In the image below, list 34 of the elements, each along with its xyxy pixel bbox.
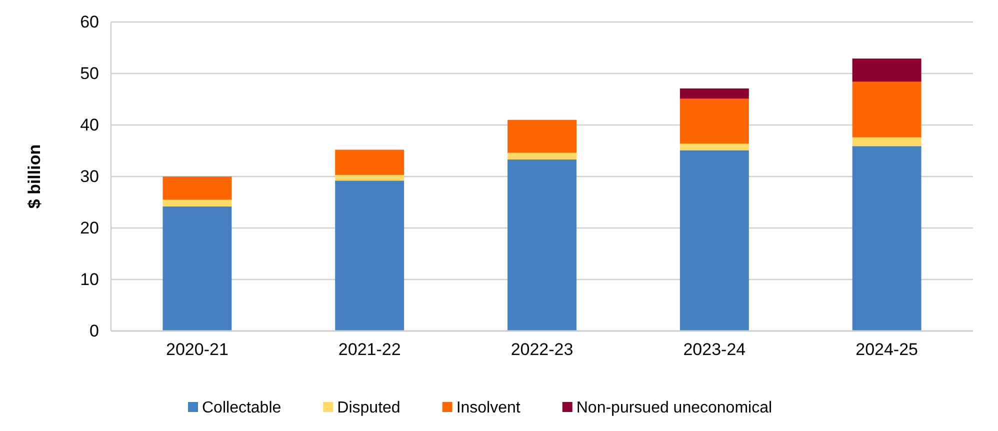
bar [162, 206, 232, 331]
y-tick-label: 20 [80, 218, 99, 238]
x-tick-label: 2024-25 [856, 340, 918, 360]
y-tick-label: 0 [90, 321, 99, 340]
x-tick-label: 2021-22 [338, 340, 401, 360]
bar [335, 150, 404, 175]
y-tick-label: 40 [80, 115, 99, 134]
bar [508, 120, 576, 153]
bar [162, 176, 232, 200]
bar [162, 200, 232, 206]
bar [680, 98, 749, 144]
bar [335, 180, 404, 331]
x-tick-label: 2020-21 [166, 340, 228, 360]
bar [852, 58, 922, 82]
bar [852, 137, 922, 146]
y-axis-title: $ billion [25, 144, 44, 209]
y-tick-label: 30 [80, 166, 99, 186]
bar [335, 174, 404, 181]
x-tick-label: 2023-24 [683, 340, 746, 360]
bar [680, 144, 749, 150]
bar [852, 146, 922, 331]
bar [508, 160, 576, 331]
legend-label: Insolvent [456, 400, 521, 416]
bar [680, 88, 749, 99]
legend-label: Non-pursued uneconomical [576, 400, 772, 416]
bar [680, 150, 749, 331]
bar [852, 82, 922, 138]
y-tick-label: 10 [80, 270, 99, 289]
y-tick-label: 50 [80, 64, 99, 83]
y-tick-label: 60 [80, 12, 99, 32]
bar [508, 152, 576, 160]
legend-label: Disputed [337, 400, 400, 416]
x-tick-label: 2022-23 [510, 340, 574, 360]
legend-label: Collectable [202, 400, 282, 416]
